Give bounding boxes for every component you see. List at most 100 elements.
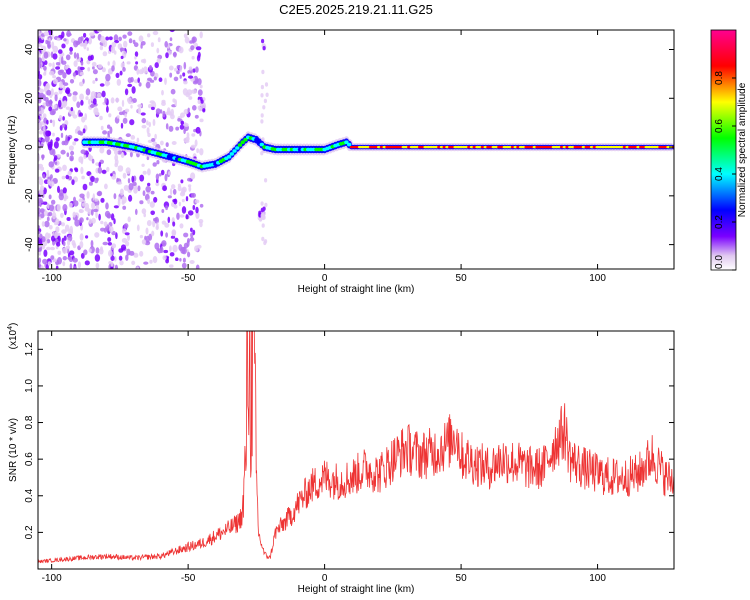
spectrogram-cell (172, 221, 176, 227)
spectrogram-cell (139, 174, 145, 182)
spectrogram-cell (124, 113, 127, 118)
spectrogram-cell (69, 155, 74, 162)
spectrogram-cell (102, 241, 109, 246)
spectrogram-ridge-core (240, 140, 245, 144)
spectrogram-cell (58, 114, 63, 121)
spectrogram-cell (260, 93, 264, 98)
spectrogram-cell (61, 60, 67, 65)
spectrogram-cell (38, 30, 41, 37)
y-tick-label: 20 (24, 92, 35, 104)
spectrogram-cell (181, 262, 187, 269)
spectrogram-cell (42, 113, 47, 119)
spectrogram-cell (137, 104, 143, 108)
spectrogram-cell (164, 41, 168, 48)
spectrogram-cell (100, 197, 105, 203)
spectrogram-cell (72, 242, 77, 249)
spectrogram-cell (182, 257, 186, 263)
spectrogram-cell (165, 142, 169, 148)
spectrogram-cell (261, 236, 265, 242)
spectrogram-cell (107, 242, 112, 246)
spectrogram-cell (179, 214, 185, 218)
spectrogram-cell (38, 261, 41, 268)
spectrogram-cell (47, 40, 51, 48)
spectrogram-cell (180, 179, 184, 184)
spectrogram-cell (52, 53, 58, 60)
spectrogram-cell (185, 214, 189, 220)
spectrogram-cell (146, 156, 150, 161)
spectrogram-cell (141, 117, 147, 124)
spectrogram-cell (70, 150, 75, 156)
spectrogram-cell (196, 54, 201, 62)
colorbar-label: Normalized spectral amplitude (737, 82, 748, 217)
spectrogram-cell (173, 76, 179, 82)
spectrogram-cell (63, 38, 67, 42)
spectrogram-cell (64, 65, 69, 70)
spectrogram-cell (120, 152, 125, 158)
spectrogram-cell (181, 206, 187, 214)
spectrogram-cell (48, 225, 53, 230)
spectrogram-cell (58, 189, 64, 197)
spectrogram-cell (47, 176, 52, 180)
spectrogram-cell (147, 33, 151, 38)
spectrogram-cell (175, 257, 179, 262)
spectrogram-cell (132, 181, 137, 186)
spectrogram-cell (162, 255, 167, 261)
spectrogram-cell (261, 223, 265, 228)
spectrogram-cell (73, 52, 77, 59)
spectrogram-cell (72, 94, 77, 102)
spectrogram-cell (171, 141, 177, 145)
spectrogram-cell (79, 233, 84, 241)
spectrogram-cell (44, 60, 48, 66)
spectrogram-cell (126, 97, 132, 103)
spectrogram-cell (187, 177, 192, 182)
spectrogram-cell (80, 252, 85, 259)
spectrogram-cell (81, 202, 86, 207)
spectrogram-cell (189, 260, 195, 264)
spectrogram-cell (148, 65, 153, 70)
spectrogram-cell (180, 120, 185, 125)
spectrogram-cell (113, 205, 119, 209)
spectrogram-cell (95, 211, 98, 219)
spectrogram-cell (152, 220, 156, 228)
spectrogram-cell (76, 52, 80, 60)
spectrogram-cell (188, 66, 193, 71)
spectrogram-cell (65, 54, 71, 61)
spectrogram-cell (108, 36, 113, 41)
spectrogram-cell (107, 237, 112, 242)
spectrogram-cell (152, 162, 157, 167)
spectrogram-cell (76, 126, 81, 132)
snr-series-line (38, 331, 674, 564)
spectrogram-cell (64, 192, 67, 198)
spectrogram-cell (137, 185, 141, 192)
spectrogram-cell (107, 124, 111, 129)
spectrogram-cell (261, 69, 265, 75)
spectrogram-cell (199, 221, 203, 228)
spectrogram-ridge-core (344, 140, 349, 144)
spectrogram-cell (100, 35, 105, 44)
spectrogram-cell (48, 194, 52, 200)
spectrogram-cell (87, 153, 92, 161)
spectrogram-cell (141, 208, 147, 215)
spectrogram-cell (137, 107, 141, 115)
spectrogram-cell (116, 181, 123, 185)
spectrogram-cell (181, 198, 185, 203)
spectrogram-cell (122, 205, 127, 210)
spectrogram-cell (42, 258, 48, 265)
figure-title: C2E5.2025.219.21.11.G25 (279, 2, 433, 17)
spectrogram-cell (110, 97, 115, 104)
spectrogram-cell (41, 154, 44, 161)
spectrogram-cell (178, 46, 184, 54)
spectrogram-cell (38, 230, 41, 235)
spectrogram-cell (54, 231, 58, 239)
spectrogram-cell (117, 199, 121, 207)
spectrogram-cell (129, 151, 133, 158)
spectrogram-cell (73, 200, 79, 207)
spectrogram-cell (139, 200, 144, 205)
spectrogram-cell (107, 213, 112, 219)
spectrogram-cell (162, 110, 166, 118)
snr-y-ticks: 0.2 0.4 0.6 0.8 1.0 1.2 (24, 342, 674, 539)
spectrogram-cell (156, 160, 160, 165)
spectrogram-cell (142, 190, 146, 197)
spectrogram-cell (50, 255, 55, 260)
spectrogram-cell (79, 71, 84, 76)
